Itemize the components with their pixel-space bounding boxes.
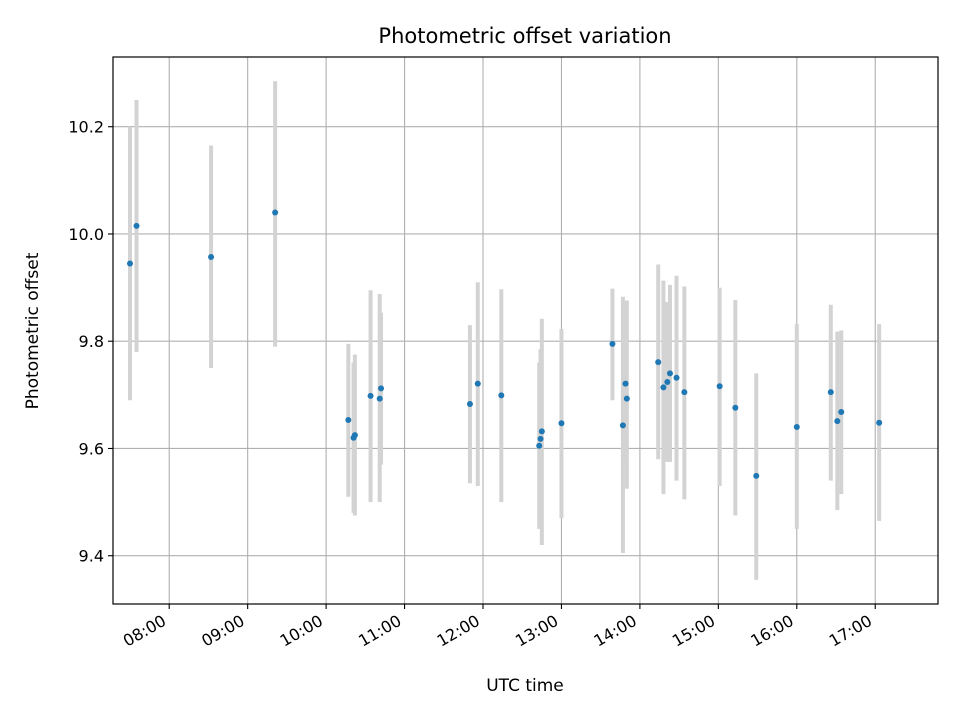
data-point	[673, 374, 680, 381]
data-point	[834, 418, 841, 425]
data-point	[367, 392, 374, 399]
data-point	[609, 340, 616, 347]
y-tick-label: 9.8	[79, 332, 104, 351]
y-tick-label: 9.6	[79, 439, 104, 458]
data-point	[666, 370, 673, 377]
data-point	[716, 383, 723, 390]
data-point	[622, 380, 629, 387]
data-point	[466, 400, 473, 407]
data-point	[537, 435, 544, 442]
data-point	[208, 254, 215, 261]
data-point	[536, 442, 543, 449]
y-tick-label: 9.4	[79, 547, 104, 566]
data-point	[660, 384, 667, 391]
y-axis: 9.4 9.6 9.8 10.0 10.2	[68, 118, 113, 566]
chart-title: Photometric offset variation	[378, 24, 671, 48]
data-point	[272, 209, 279, 216]
data-point	[655, 359, 662, 366]
data-point	[498, 392, 505, 399]
data-point	[345, 417, 352, 424]
data-point	[681, 389, 688, 396]
y-axis-label: Photometric offset	[23, 252, 43, 409]
y-tick-label: 10.0	[68, 225, 104, 244]
data-point	[133, 222, 140, 229]
data-point	[664, 378, 671, 385]
y-tick-label: 10.2	[68, 118, 104, 137]
data-point	[619, 422, 626, 429]
data-point	[753, 472, 760, 479]
x-axis-label: UTC time	[486, 676, 564, 696]
data-point	[793, 424, 800, 431]
data-point	[378, 385, 385, 392]
data-point	[838, 409, 845, 416]
data-point	[538, 428, 545, 435]
data-point	[351, 432, 358, 439]
data-point	[474, 380, 481, 387]
data-point	[558, 420, 565, 427]
data-point	[827, 389, 834, 396]
data-point	[732, 404, 739, 411]
data-point	[376, 395, 383, 402]
data-point	[876, 419, 883, 426]
data-point	[126, 260, 133, 267]
data-points	[126, 209, 883, 479]
data-point	[623, 395, 630, 402]
plot-frame	[112, 56, 939, 605]
